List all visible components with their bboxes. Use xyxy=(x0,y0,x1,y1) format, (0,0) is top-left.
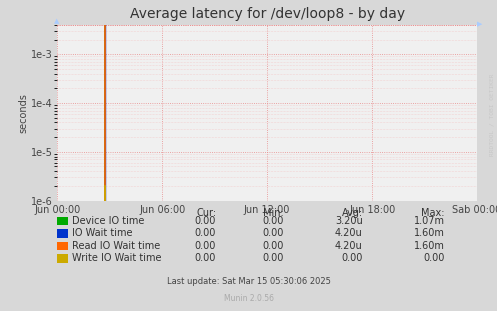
Text: 1.60m: 1.60m xyxy=(414,228,445,238)
Y-axis label: seconds: seconds xyxy=(18,93,28,133)
Text: 0.00: 0.00 xyxy=(195,241,216,251)
Text: Cur:: Cur: xyxy=(196,208,216,218)
Text: 0.00: 0.00 xyxy=(262,216,283,226)
Text: Device IO time: Device IO time xyxy=(72,216,145,226)
Text: 4.20u: 4.20u xyxy=(335,228,363,238)
Text: RRDTOOL / TOBI OETIKER: RRDTOOL / TOBI OETIKER xyxy=(490,74,495,156)
Text: Read IO Wait time: Read IO Wait time xyxy=(72,241,161,251)
Text: Avg:: Avg: xyxy=(341,208,363,218)
Text: 1.07m: 1.07m xyxy=(414,216,445,226)
Text: 4.20u: 4.20u xyxy=(335,241,363,251)
Text: Min:: Min: xyxy=(262,208,283,218)
Text: ▲: ▲ xyxy=(55,19,60,25)
Text: Max:: Max: xyxy=(421,208,445,218)
Title: Average latency for /dev/loop8 - by day: Average latency for /dev/loop8 - by day xyxy=(130,7,405,21)
Text: 0.00: 0.00 xyxy=(195,253,216,263)
Text: IO Wait time: IO Wait time xyxy=(72,228,133,238)
Text: 0.00: 0.00 xyxy=(195,228,216,238)
Text: 0.00: 0.00 xyxy=(262,228,283,238)
Text: 1.60m: 1.60m xyxy=(414,241,445,251)
Text: 0.00: 0.00 xyxy=(423,253,445,263)
Text: ▶: ▶ xyxy=(477,21,483,28)
Text: Write IO Wait time: Write IO Wait time xyxy=(72,253,162,263)
Text: 0.00: 0.00 xyxy=(262,241,283,251)
Text: Last update: Sat Mar 15 05:30:06 2025: Last update: Sat Mar 15 05:30:06 2025 xyxy=(166,277,331,286)
Text: Munin 2.0.56: Munin 2.0.56 xyxy=(224,294,273,303)
Text: 3.20u: 3.20u xyxy=(335,216,363,226)
Text: 0.00: 0.00 xyxy=(262,253,283,263)
Text: 0.00: 0.00 xyxy=(195,216,216,226)
Text: 0.00: 0.00 xyxy=(341,253,363,263)
